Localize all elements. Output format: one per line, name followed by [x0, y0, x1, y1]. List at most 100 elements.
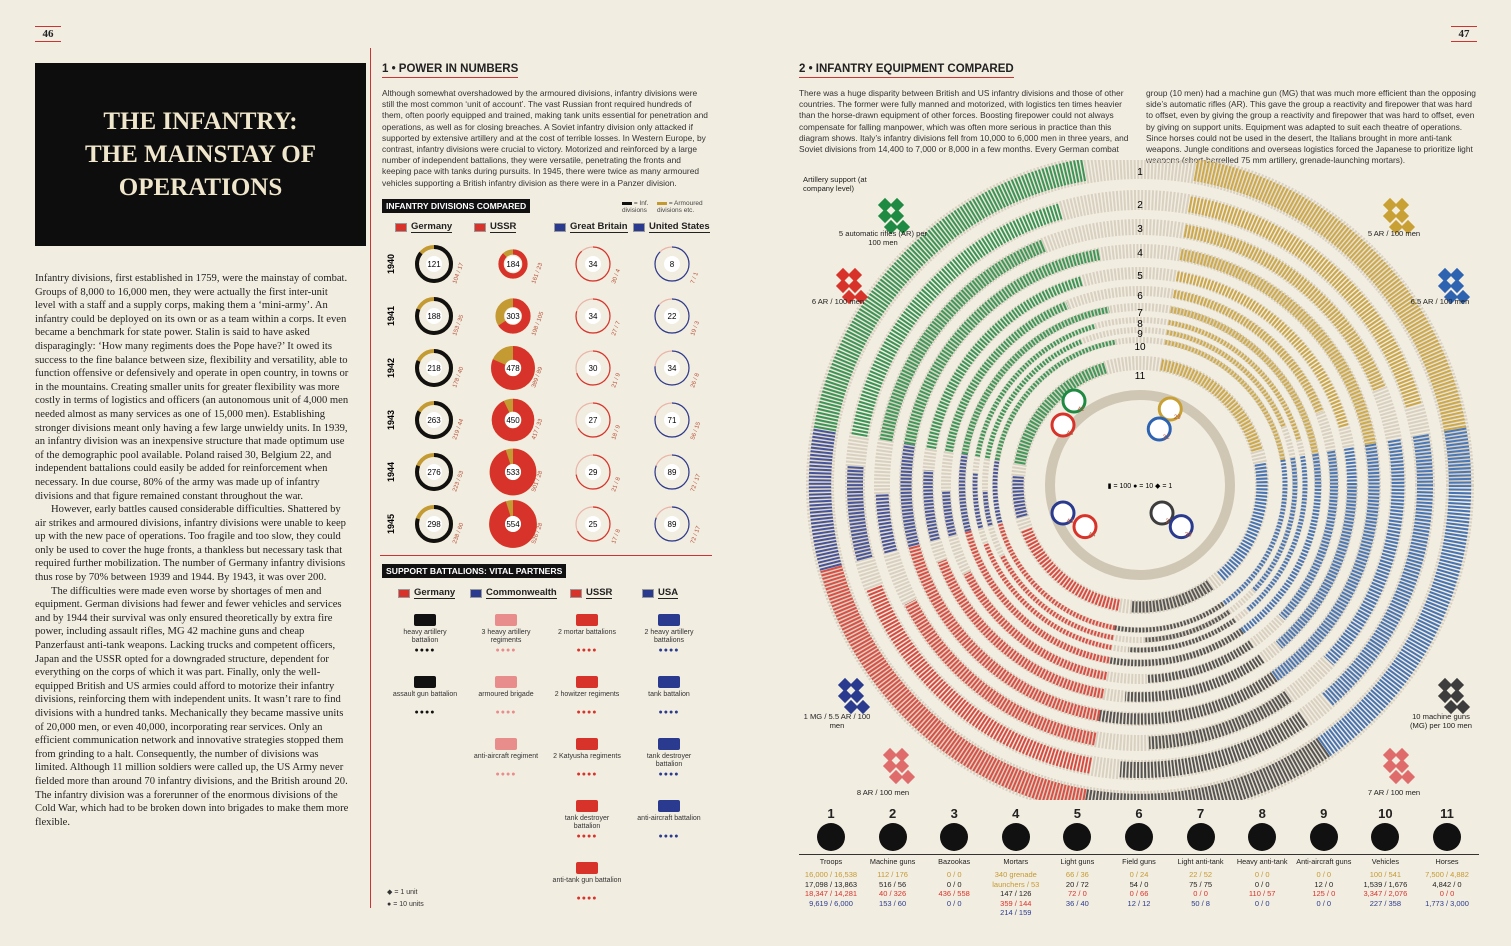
equipment-value: 516 / 56	[879, 879, 907, 889]
equipment-number: 8	[1258, 806, 1266, 821]
weapon-diamond	[1443, 699, 1459, 715]
battalion-icon	[495, 738, 517, 750]
body-paragraph: The difficulties were made even worse by…	[35, 585, 349, 828]
equipment-number: 5	[1073, 806, 1081, 821]
equipment-label: Mortars	[983, 854, 1048, 866]
vehicles-icon	[1371, 823, 1400, 851]
division-total: 263	[427, 416, 441, 425]
support-country-usa: USA	[642, 587, 679, 599]
us-flag-icon	[633, 222, 645, 232]
equipment-value: 0 / 0	[1316, 898, 1332, 908]
divisions-subtitle: INFANTRY DIVISIONS COMPARED	[382, 199, 531, 213]
weapon-diamond	[1437, 267, 1453, 283]
equipment-value: 436 / 558	[938, 889, 970, 898]
ring-number: 9	[1137, 329, 1143, 340]
equipment-sector	[1321, 434, 1433, 707]
division-total: 478	[506, 364, 520, 373]
equipment-value: 0 / 66	[1129, 889, 1149, 898]
body-paragraph: Infantry divisions, first established in…	[35, 273, 349, 502]
legend-unit: ◆ = 1 unit	[387, 889, 418, 896]
equipment-value: 214 / 159	[1000, 908, 1032, 917]
weapon-diamond	[835, 267, 851, 283]
donut-infantry-arc	[575, 350, 611, 386]
equipment-value: 18,347 / 14,281	[804, 889, 858, 898]
equipment-label: Heavy anti-tank	[1230, 854, 1295, 866]
donut-infantry-arc	[415, 401, 453, 439]
battalion-dots: ●●●●	[576, 709, 598, 716]
annotation-ar65: 6.5 AR / 100 men	[1410, 297, 1470, 306]
nation-badge-value: 39	[1185, 533, 1192, 539]
division-split: 223 / 53	[452, 470, 465, 493]
weapon-diamond	[847, 267, 863, 283]
donut-infantry-arc	[654, 506, 690, 542]
equipment-label: Troops	[799, 854, 863, 866]
donut-center	[664, 412, 680, 428]
equipment-value: 0 / 0	[1254, 898, 1270, 908]
battalion-label: tank destroyer battalion	[564, 815, 610, 830]
anti-aircraft-guns-icon	[1309, 823, 1338, 851]
division-split: 219 / 44	[452, 418, 465, 441]
equipment-value: 75 / 75	[1189, 879, 1213, 889]
donut-center	[585, 516, 601, 532]
division-total: 34	[589, 312, 598, 321]
equipment-sector	[820, 564, 1087, 800]
country-gb: Great Britain	[554, 221, 628, 233]
equipment-number: 4	[1012, 806, 1020, 821]
weapon-diamond	[1443, 289, 1459, 305]
year-label: 1941	[386, 306, 396, 326]
equipment-value: 112 / 176	[877, 870, 908, 879]
page-number-left: 46	[35, 26, 61, 42]
equipment-value: 16,000 / 16,538	[804, 870, 858, 879]
division-split: 26 / 8	[690, 372, 701, 389]
division-total: 89	[668, 520, 677, 529]
equipment-label: Light anti-tank	[1168, 854, 1233, 866]
donut-center	[664, 256, 680, 272]
year-label: 1940	[386, 254, 396, 274]
equipment-value: 54 / 0	[1129, 879, 1149, 889]
equipment-value: 340 grenade launchers / 53	[992, 870, 1040, 889]
equipment-value: 1,539 / 1,676	[1363, 879, 1408, 889]
equipment-value: 1,773 / 3,000	[1425, 898, 1469, 908]
donut-infantry-arc	[654, 402, 690, 438]
annotation-artillery: Artillery support (at company level)	[803, 175, 867, 193]
germany-flag-icon	[398, 588, 410, 598]
equipment-sector	[1164, 339, 1286, 461]
division-total: 184	[506, 260, 520, 269]
ring-number: 8	[1137, 319, 1143, 330]
battalion-dots: ●●●●	[495, 771, 517, 778]
division-split: 18 / 9	[611, 424, 622, 441]
light-anti-tank-icon	[1186, 823, 1215, 851]
equipment-ring	[922, 267, 1358, 703]
equipment-sector	[1183, 224, 1386, 391]
horses-icon	[1433, 823, 1461, 851]
donut-center	[505, 412, 521, 428]
equipment-number: 3	[950, 806, 958, 821]
weapon-diamond	[1437, 688, 1453, 704]
battalion-icon	[658, 800, 680, 812]
weapon-diamond	[855, 699, 871, 715]
division-total: 450	[506, 416, 520, 425]
division-total: 188	[427, 312, 441, 321]
equipment-value: 20 / 72	[1065, 879, 1089, 889]
weapon-diamond	[1394, 758, 1410, 774]
donut-infantry-arc	[415, 297, 453, 335]
country-ussr: USSR	[474, 221, 517, 233]
equipment-value: 40 / 326	[879, 889, 907, 898]
equipment-label: Horses	[1415, 854, 1479, 866]
uk-flag-icon	[470, 588, 482, 598]
weapon-diamond	[889, 197, 905, 213]
battalion-icon	[495, 614, 517, 626]
equipment-sector	[1246, 455, 1308, 612]
weapon-diamond	[1382, 197, 1398, 213]
uk-flag-icon	[554, 222, 566, 232]
weapon-diamond	[883, 219, 899, 235]
donut-center	[426, 256, 442, 272]
nation-badge-icon	[1050, 500, 1076, 526]
donut-infantry-arc	[489, 448, 537, 496]
equipment-value: 12 / 12	[1127, 898, 1151, 908]
weapon-diamond	[1449, 278, 1465, 294]
equipment-sector	[963, 571, 1108, 680]
battalion-label: tank battalion	[648, 691, 690, 698]
equipment-sector	[1278, 450, 1338, 621]
